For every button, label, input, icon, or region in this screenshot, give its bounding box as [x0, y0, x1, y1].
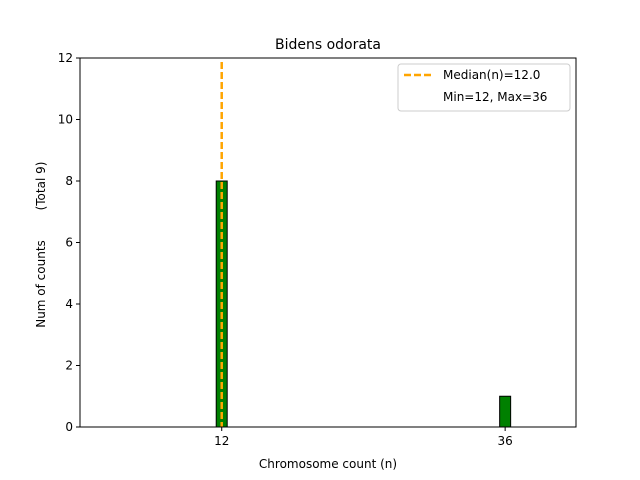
bar-36: [499, 395, 512, 428]
y-tick-label-6: 6: [65, 236, 73, 250]
y-tick-label-12: 12: [58, 51, 73, 65]
x-tick-label-36: 36: [498, 434, 513, 448]
y-tick-label-2: 2: [65, 359, 73, 373]
x-tick-label-12: 12: [214, 434, 229, 448]
chart-title: Bidens odorata: [275, 37, 381, 53]
bars-group: [215, 180, 512, 428]
legend-median-label: Median(n)=12.0: [443, 68, 540, 82]
y-tick-label-10: 10: [58, 113, 73, 127]
plot-frame: [79, 57, 577, 428]
x-axis: 12 36: [214, 427, 513, 448]
y-tick-label-4: 4: [65, 297, 73, 311]
legend-min-max-label: Min=12, Max=36: [443, 90, 547, 104]
y-tick-label-0: 0: [65, 420, 73, 434]
y-tick-label-8: 8: [65, 174, 73, 188]
legend-box: [397, 63, 571, 112]
y-axis: 0 2 4 6 8 10 12: [58, 51, 80, 434]
y-axis-label: Num of counts: [34, 240, 48, 328]
y-axis-total-label: (Total 9): [34, 162, 48, 211]
legend: Median(n)=12.0 Min=12, Max=36: [397, 63, 571, 112]
x-axis-label: Chromosome count (n): [259, 457, 397, 471]
